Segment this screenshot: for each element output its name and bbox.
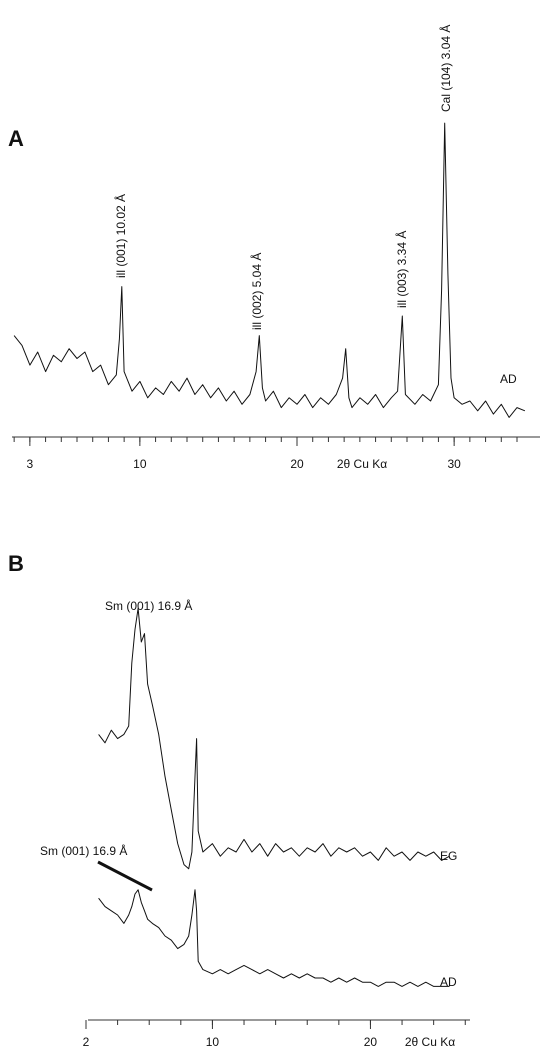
series-label: AD <box>440 975 457 989</box>
trace <box>13 122 526 418</box>
peak-annotation: ill (003) 3.34 Å <box>394 231 409 308</box>
x-tick-label: 10 <box>133 457 147 471</box>
panel-label: A <box>8 126 24 151</box>
trace <box>98 607 450 870</box>
panel-label: B <box>8 551 24 576</box>
trace <box>98 889 450 987</box>
peak-annotation: Cal (104) 3.04 Å <box>438 25 453 112</box>
annotation-leader <box>97 860 153 892</box>
x-axis-label: 2θ Cu Kα <box>405 1035 455 1049</box>
x-tick-label: 20 <box>364 1035 378 1049</box>
x-tick-label: 3 <box>27 457 34 471</box>
x-tick-label: 10 <box>206 1035 220 1049</box>
x-tick-label: 30 <box>447 457 461 471</box>
x-axis-label: 2θ Cu Kα <box>337 457 387 471</box>
peak-annotation: Sm (001) 16.9 Å <box>40 843 127 858</box>
peak-annotation: ill (002) 5.04 Å <box>249 253 264 330</box>
peak-annotation: Sm (001) 16.9 Å <box>105 598 192 613</box>
series-label: EG <box>440 849 457 863</box>
x-tick-label: 20 <box>290 457 304 471</box>
peak-annotation: ill (001) 10.02 Å <box>113 194 128 278</box>
series-label: AD <box>500 372 517 386</box>
x-tick-label: 2 <box>83 1035 90 1049</box>
